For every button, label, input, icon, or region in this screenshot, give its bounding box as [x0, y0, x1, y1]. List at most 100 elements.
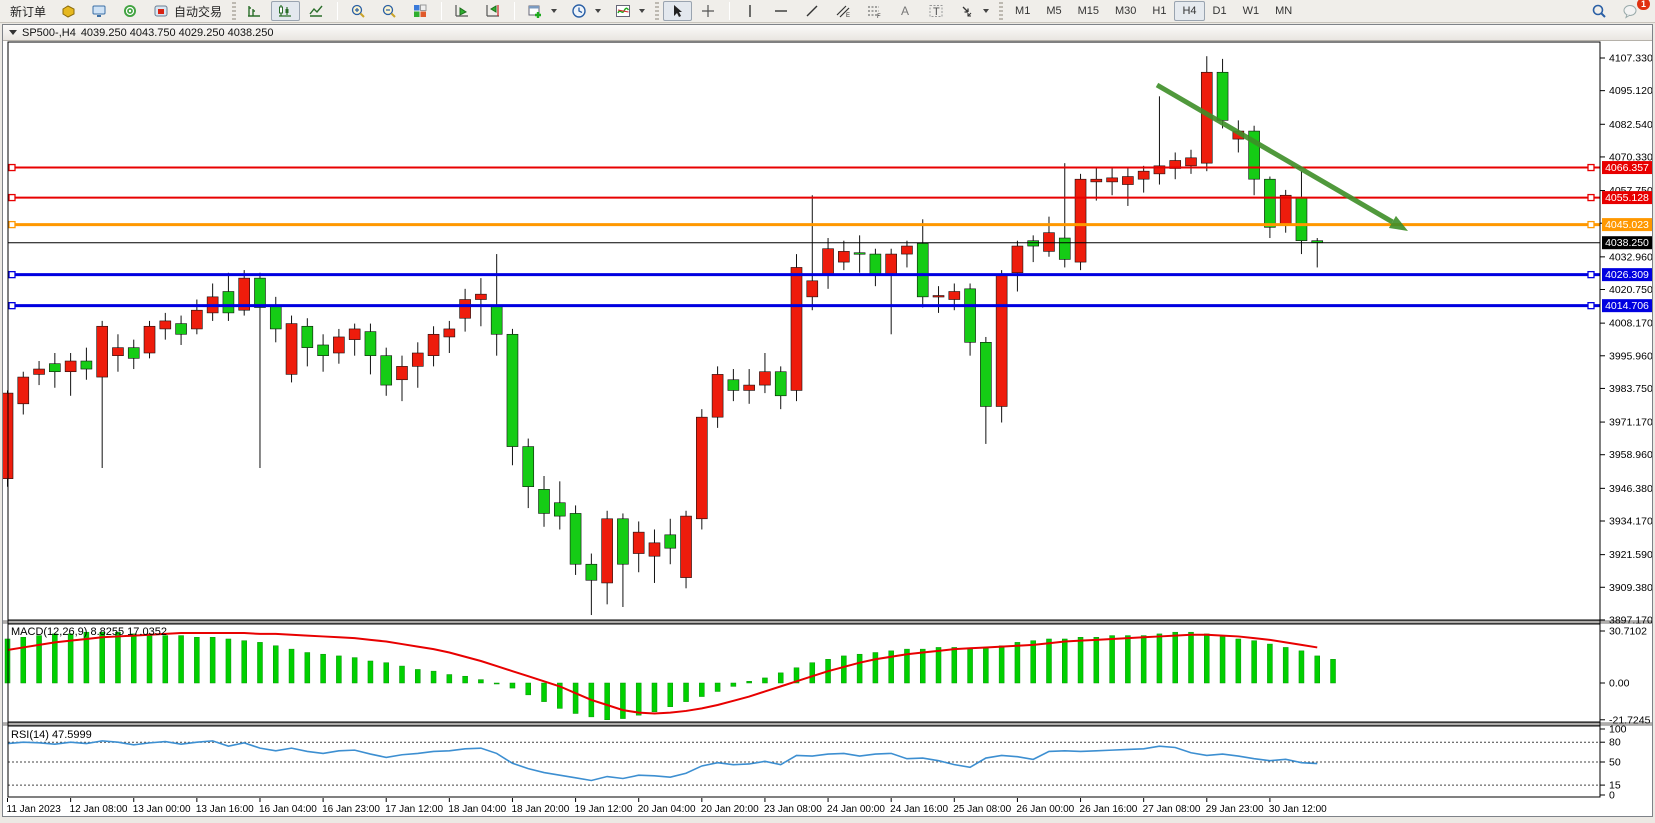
timeframe-button-m30[interactable]: M30 — [1115, 5, 1137, 17]
macd-histogram-bar — [730, 682, 737, 687]
macd-histogram-bar — [1093, 637, 1100, 684]
price-level-badge — [1602, 236, 1652, 250]
candle-bull — [885, 253, 897, 276]
new-order-button[interactable]: 新订单 — [4, 1, 52, 21]
timeframe-button-w1[interactable]: W1 — [1242, 5, 1260, 17]
horizontal-line-icon — [773, 3, 790, 19]
signals-button[interactable] — [116, 1, 145, 21]
candlestick-chart-button[interactable] — [271, 1, 301, 21]
period-button[interactable] — [565, 1, 607, 21]
fibonacci-button[interactable]: F — [860, 1, 889, 21]
channel-icon: E — [835, 3, 852, 19]
trendline-button[interactable] — [798, 1, 827, 21]
trendline-icon — [804, 3, 821, 19]
time-axis-label: 26 Jan 16:00 — [1080, 804, 1138, 815]
auto-scroll-icon — [454, 3, 471, 19]
arrows-button[interactable] — [953, 1, 995, 21]
text-button[interactable]: A — [891, 1, 920, 21]
candle-bear — [727, 379, 740, 391]
gold-box-icon — [60, 3, 77, 19]
timeframe-button-d1[interactable]: D1 — [1212, 5, 1227, 17]
zoom-out-button[interactable] — [375, 1, 404, 21]
macd-histogram-bar — [872, 652, 879, 684]
macd-histogram-bar — [146, 633, 153, 684]
time-axis-label: 17 Jan 12:00 — [385, 804, 443, 815]
timeframe-button-mn[interactable]: MN — [1275, 5, 1293, 17]
price-axis-label: 3983.750 — [1609, 383, 1652, 395]
candle-bear — [1058, 237, 1071, 260]
rsi-axis-label: 50 — [1609, 757, 1621, 769]
timeframe-button-h1[interactable]: H1 — [1152, 5, 1167, 17]
macd-histogram-bar — [667, 682, 674, 707]
macd-histogram-bar — [336, 655, 342, 684]
level-line-handle — [1587, 302, 1595, 310]
macd-histogram-bar — [1282, 647, 1289, 684]
horizontal-line-button[interactable] — [767, 1, 796, 21]
rsi-axis-label: 80 — [1609, 737, 1621, 749]
chart-shift-button[interactable] — [479, 1, 508, 21]
macd-histogram-bar — [36, 635, 42, 684]
bar-chart-button[interactable] — [240, 1, 269, 21]
equidistant-channel-button[interactable]: E — [829, 1, 858, 21]
candle-bull — [743, 384, 755, 391]
new-chart-dropdown-caret[interactable] — [551, 9, 558, 13]
macd-histogram-bar — [904, 648, 910, 684]
candle-bull — [948, 291, 961, 300]
arrows-dropdown-caret[interactable] — [983, 9, 990, 13]
macd-histogram-bar — [430, 670, 437, 684]
toolbar-grip — [655, 2, 660, 20]
time-axis-label: 18 Jan 20:00 — [511, 804, 569, 815]
toolbar-grip — [232, 2, 237, 20]
price-level-badge-label: 4055.128 — [1605, 192, 1649, 204]
candle-bear — [506, 333, 519, 447]
line-chart-button[interactable] — [302, 1, 331, 21]
autotrading-label: 自动交易 — [174, 4, 223, 19]
autotrading-button[interactable]: 自动交易 — [147, 1, 228, 21]
candle-bear — [538, 489, 550, 514]
candle-bear — [1216, 71, 1229, 121]
cursor-button[interactable] — [663, 1, 693, 21]
macd-histogram-bar — [1314, 655, 1320, 684]
timeframe-button-m15[interactable]: M15 — [1077, 5, 1099, 17]
chart-canvas[interactable]: 4107.3304095.1204082.5404070.3304057.750… — [3, 41, 1652, 817]
pane-splitter — [3, 621, 1652, 623]
timeframe-button-m1[interactable]: M1 — [1015, 5, 1031, 17]
indicators-dropdown-caret[interactable] — [639, 9, 646, 13]
chart-titlebar[interactable]: SP500-,H4 4039.250 4043.750 4029.250 403… — [3, 25, 1652, 41]
macd-histogram-bar — [746, 681, 752, 684]
candle-bull — [1137, 170, 1150, 180]
market-watch-button[interactable] — [54, 1, 83, 21]
candle-bull — [348, 328, 361, 340]
macd-histogram-bar — [1125, 635, 1131, 684]
vertical-line-button[interactable] — [736, 1, 765, 21]
tile-windows-button[interactable] — [406, 1, 435, 21]
collapse-triangle-icon[interactable] — [9, 30, 17, 35]
text-label-button[interactable]: T — [922, 1, 951, 21]
terminal-button[interactable] — [85, 1, 114, 21]
candle-bull — [159, 320, 172, 330]
macd-histogram-bar — [572, 682, 579, 714]
auto-scroll-button[interactable] — [448, 1, 477, 21]
new-chart-button[interactable] — [521, 1, 563, 21]
notifications-button[interactable]: 1 — [1616, 0, 1650, 21]
search-button[interactable] — [1585, 1, 1614, 21]
macd-histogram-bar — [1156, 633, 1163, 684]
timeframe-button-m5[interactable]: M5 — [1046, 5, 1062, 17]
autotrading-stop-icon — [153, 3, 170, 19]
level-line-handle — [1587, 270, 1595, 279]
macd-histogram-bar — [998, 645, 1005, 684]
zoom-in-button[interactable] — [344, 1, 373, 21]
period-dropdown-caret[interactable] — [595, 9, 602, 13]
macd-axis-label: 30.7102 — [1609, 626, 1647, 638]
rsi-line — [7, 740, 1318, 782]
search-icon — [1591, 3, 1608, 19]
candle-bear — [49, 363, 61, 373]
indicators-button[interactable] — [609, 1, 651, 21]
indicators-icon — [615, 3, 632, 19]
macd-histogram-bar — [983, 647, 989, 684]
candle-bear — [1264, 178, 1276, 228]
candle-bull — [1185, 157, 1197, 167]
chart-ohlc-readout: 4039.250 4043.750 4029.250 4038.250 — [80, 26, 274, 39]
timeframe-button-h4[interactable]: H4 — [1174, 1, 1205, 21]
crosshair-button[interactable] — [694, 1, 723, 21]
